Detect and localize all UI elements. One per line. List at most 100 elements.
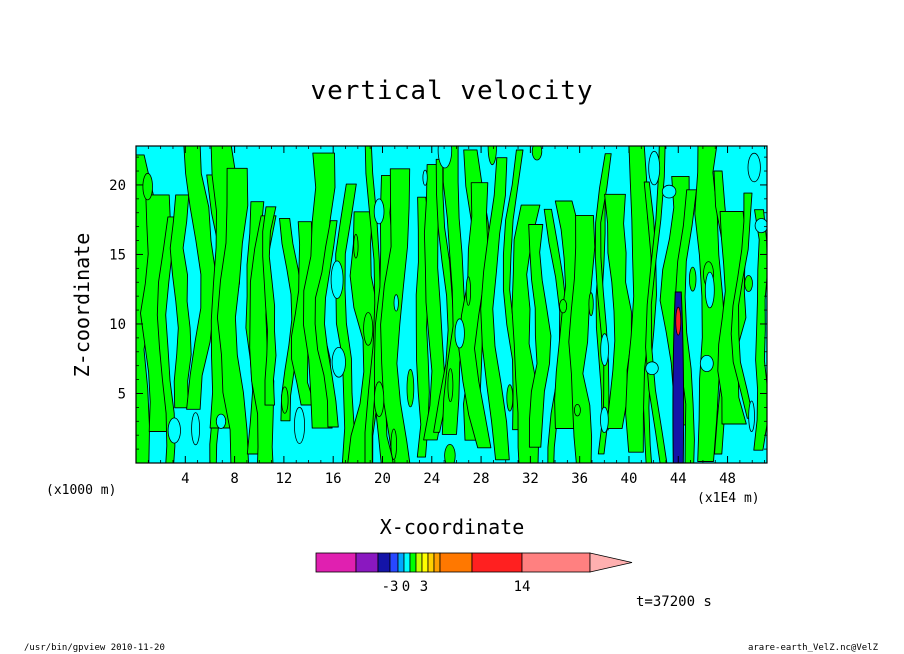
colorbar-segment: [415, 552, 423, 573]
y-tick-label: 5: [118, 386, 126, 402]
chart-title: vertical velocity: [310, 76, 594, 106]
colorbar-segment: [427, 552, 435, 573]
contour-cell: [293, 406, 305, 444]
x-tick-label: 16: [325, 471, 342, 487]
x-tick-label: 20: [374, 471, 391, 487]
updraft-plume: [568, 214, 596, 463]
contour-cell: [699, 354, 714, 372]
contour-cell: [330, 260, 344, 299]
plot-frame: [135, 145, 768, 464]
colorbar-segment: [315, 552, 357, 573]
contour-cell: [447, 368, 454, 403]
updraft-plume: [314, 220, 339, 428]
colorbar-segment: [389, 552, 399, 573]
updraft-plume: [262, 206, 277, 406]
colorbar-tick-label: 0: [402, 579, 410, 595]
contour-cell: [363, 312, 374, 346]
contour-cell: [661, 184, 677, 199]
x-tick-label: 8: [230, 471, 238, 487]
contour-cell: [747, 152, 761, 183]
colorbar-segment: [397, 552, 405, 573]
time-label: t=37200 s: [636, 594, 712, 610]
x-tick-label: 32: [522, 471, 539, 487]
contour-cell: [390, 428, 397, 461]
x-tick-label: 48: [719, 471, 736, 487]
colorbar-segment: [409, 552, 417, 573]
colorbar-segment: [433, 552, 441, 573]
updraft-plume: [183, 146, 217, 410]
contour-cell: [373, 381, 385, 418]
updraft-plume: [543, 208, 568, 463]
contour-cell: [748, 400, 755, 433]
x-tick-label: 36: [571, 471, 588, 487]
contour-cell: [588, 292, 594, 317]
footer-right-text: arare-earth_VelZ.nc@VelZ: [747, 643, 878, 653]
updraft-plume: [441, 146, 467, 435]
updraft-plume: [279, 217, 303, 422]
updraft-core: [672, 291, 685, 463]
contour-cell: [465, 276, 471, 306]
x-unit-label: (x1000 m): [46, 483, 117, 498]
contour-cell: [487, 146, 497, 166]
contour-cell: [393, 294, 399, 312]
contour-cell: [422, 169, 428, 186]
contour-cell: [600, 406, 609, 433]
contour-cell: [437, 146, 453, 169]
contour-cell: [167, 417, 181, 444]
colorbar-segment: [521, 552, 591, 573]
updraft-plume: [604, 193, 632, 430]
x-tick-label: 44: [670, 471, 687, 487]
colorbar-tick-label: 14: [514, 579, 531, 595]
colorbar-segment: [377, 552, 391, 573]
updraft-plume: [156, 216, 177, 463]
colorbar-segment: [439, 552, 473, 573]
contour-cell: [689, 266, 697, 292]
x-tick-label: 24: [423, 471, 440, 487]
colorbar-segment: [471, 552, 523, 573]
x-axis-label: X-coordinate: [379, 515, 525, 539]
updraft-plume: [216, 167, 249, 463]
contour-cell: [574, 404, 581, 417]
colorbar-tick-label: -3: [382, 579, 399, 595]
contour-cell: [531, 146, 543, 161]
contour-cell: [215, 413, 227, 429]
colorbar-extension-arrow: [589, 552, 633, 573]
contour-cell: [559, 299, 568, 314]
x-tick-label: 40: [621, 471, 638, 487]
contour-cell: [191, 412, 201, 446]
contour-cell: [506, 384, 514, 412]
contour-cell: [353, 233, 359, 259]
footer-left-text: /usr/bin/gpview 2010-11-20: [24, 643, 165, 653]
updraft-plume: [423, 164, 445, 441]
contour-cell: [281, 386, 289, 414]
x-tick-label: 4: [181, 471, 189, 487]
updraft-plume: [480, 157, 510, 461]
colorbar-segment: [403, 552, 411, 573]
contour-cell: [704, 271, 715, 309]
contour-cell: [373, 198, 385, 225]
colorbar-segment: [355, 552, 379, 573]
field-plumes: [136, 146, 767, 463]
updraft-plume: [645, 146, 668, 463]
contour-cell: [754, 218, 767, 234]
contour-cell: [142, 172, 153, 201]
y-tick-label: 20: [109, 178, 126, 194]
updraft-plume: [753, 209, 767, 451]
contour-cell: [444, 444, 456, 463]
contour-cell: [648, 150, 661, 186]
x-tick-label: 28: [473, 471, 490, 487]
x-tick-label: 12: [275, 471, 292, 487]
contour-cell: [454, 318, 465, 349]
y-tick-label: 10: [109, 317, 126, 333]
y-axis-label: Z-coordinate: [70, 232, 94, 378]
updraft-plume: [528, 224, 552, 448]
contour-cell: [600, 333, 609, 367]
colorbar-tick-label: 3: [420, 579, 428, 595]
contour-cell: [744, 275, 753, 292]
contour-cell: [331, 346, 346, 378]
contour-cell: [645, 361, 659, 376]
colorbar-segment: [421, 552, 429, 573]
updraft-peak: [675, 306, 682, 336]
